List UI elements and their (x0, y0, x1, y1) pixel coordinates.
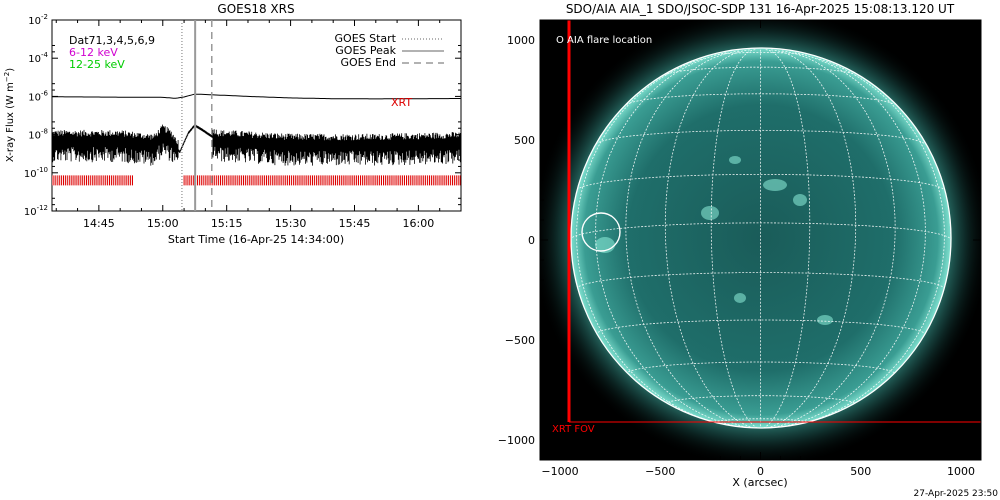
legend-dets: Dat71,3,4,5,6,9 (69, 34, 155, 47)
goes-x-tick-label: 15:45 (339, 217, 371, 230)
aia-x-axis: −1000 −500 0 500 1000 (541, 20, 975, 478)
flare-location-label: O AIA flare location (556, 35, 652, 46)
aia-x-tick-label: 500 (850, 465, 871, 478)
goes-event-lines (181, 20, 213, 211)
legend-goes-end: GOES End (340, 56, 396, 69)
bright-region (701, 206, 719, 220)
flare-location-circle (581, 212, 621, 252)
longitude-line (710, 49, 761, 428)
goes-y-axis: 10-12 10-10 10-8 10-6 10-4 10-2 (24, 13, 461, 218)
xrt-label: XRT (391, 96, 412, 109)
longitude-line (760, 57, 945, 428)
xrt-fov-label: XRT FOV (552, 424, 595, 435)
goes-y-tick-label: 10-4 (28, 51, 48, 65)
goes-x-tick-label: 14:45 (83, 217, 115, 230)
aia-x-tick-label: −500 (645, 465, 675, 478)
longitude-line (625, 50, 761, 428)
goes-legend-right: GOES Start GOES Peak GOES End (335, 32, 444, 69)
legend-goes-peak: GOES Peak (335, 44, 396, 57)
latitude-line (576, 174, 945, 191)
goes-y-tick-label: 10-12 (24, 204, 48, 218)
xrt-coverage-marks (52, 175, 461, 186)
goes-x-axis-label: Start Time (16-Apr-25 14:34:00) (168, 233, 344, 246)
goes-x-tick-label: 15:30 (275, 217, 307, 230)
solar-limb (570, 47, 952, 429)
latitude-line (626, 93, 895, 105)
latitude-line (576, 272, 945, 290)
goes-y-tick-label: 10-8 (28, 128, 48, 142)
aia-x-tick-label: −1000 (541, 465, 578, 478)
xrt-fov-box (567, 20, 981, 423)
legend-12-25kev: 12-25 keV (69, 58, 125, 71)
goes-legend-left: Dat71,3,4,5,6,9 6-12 keV 12-25 keV (69, 34, 155, 71)
goes-panel: GOES18 XRS 10-12 10-10 10-8 10-6 10-4 10-2 14… (3, 2, 462, 246)
bright-region (793, 194, 807, 206)
goes-chart-title: GOES18 XRS (217, 2, 294, 16)
goes-x-axis: 14:45 15:00 15:15 15:30 15:45 16:00 (55, 20, 462, 230)
goes-short-channel-series (52, 124, 461, 166)
aia-y-tick-label: 1000 (507, 34, 535, 47)
goes-y-axis-label: X-ray Flux (W m−2) (3, 68, 16, 162)
goes-plot-frame (51, 19, 462, 212)
goes-data-layer (52, 93, 461, 186)
longitude-line (760, 49, 811, 428)
goes-x-tick-label: 15:15 (211, 217, 243, 230)
aia-y-tick-label: −1000 (498, 434, 535, 447)
goes-y-tick-label: 10-2 (28, 13, 48, 27)
aia-x-tick-label: 1000 (947, 465, 975, 478)
footer-timestamp: 27-Apr-2025 23:50 (914, 489, 999, 499)
bright-region (729, 156, 741, 164)
aia-y-tick-label: −500 (505, 334, 535, 347)
longitude-line (760, 50, 896, 428)
legend-goes-start: GOES Start (335, 32, 397, 45)
longitude-line (595, 52, 761, 428)
latitude-line (625, 361, 896, 375)
goes-long-channel-series (52, 93, 461, 100)
goes-x-tick-label: 15:00 (147, 217, 179, 230)
bright-region (734, 293, 746, 303)
goes-x-tick-label: 16:00 (403, 217, 435, 230)
aia-x-tick-label: 0 (757, 465, 764, 478)
legend-6-12kev: 6-12 keV (69, 46, 118, 59)
longitude-line (664, 49, 761, 428)
longitude-line (576, 57, 761, 428)
aia-chart-title: SDO/AIA AIA_1 SDO/JSOC-SDP 131 16-Apr-20… (566, 2, 955, 16)
bright-region (763, 179, 787, 191)
bright-region (817, 315, 833, 325)
aia-panel: SDO/AIA AIA_1 SDO/JSOC-SDP 131 16-Apr-20… (498, 2, 982, 489)
longitude-line (760, 52, 926, 428)
solar-disk (571, 48, 951, 428)
aia-y-tick-label: 500 (514, 134, 535, 147)
heliographic-grid (571, 49, 951, 428)
aia-y-tick-label: 0 (528, 234, 535, 247)
goes-y-tick-label: 10-6 (28, 89, 48, 103)
aia-y-axis: −1000 −500 0 500 1000 (498, 34, 981, 447)
longitude-line (760, 49, 857, 428)
aia-x-axis-label: X (arcsec) (732, 476, 787, 489)
goes-y-tick-label: 10-10 (24, 166, 48, 180)
